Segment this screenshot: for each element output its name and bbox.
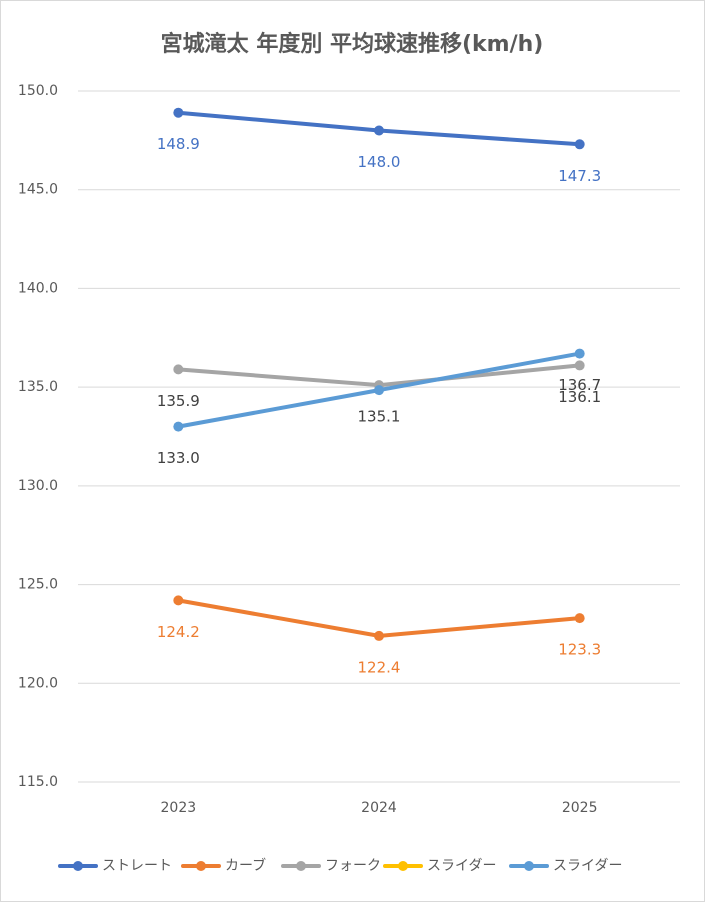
- data-point: [173, 421, 184, 432]
- data-point: [574, 139, 585, 150]
- data-label: 147.3: [558, 167, 601, 185]
- data-label: 148.0: [358, 153, 401, 171]
- data-point: [173, 107, 184, 118]
- y-tick-label: 130.0: [18, 478, 58, 494]
- legend-label: フォーク: [325, 858, 381, 874]
- data-label: 123.3: [558, 641, 601, 659]
- data-point: [374, 630, 384, 641]
- y-tick-label: 145.0: [18, 182, 58, 198]
- data-point: [173, 595, 184, 606]
- y-tick-label: 120.0: [18, 675, 58, 691]
- y-tick-label: 125.0: [18, 577, 58, 593]
- data-label: 148.9: [157, 135, 200, 153]
- y-tick-label: 115.0: [18, 774, 58, 790]
- data-label: 133.0: [157, 449, 200, 467]
- data-label: 136.1: [558, 388, 601, 406]
- y-tick-label: 150.0: [18, 83, 58, 99]
- legend-label: ストレート: [102, 858, 172, 874]
- data-label: 135.9: [157, 392, 200, 410]
- legend-label: スライダー: [553, 858, 622, 874]
- data-label: 124.2: [157, 623, 200, 641]
- data-point: [574, 613, 585, 624]
- data-label: 136.7: [558, 376, 601, 394]
- chart-title: 宮城滝太 年度別 平均球速推移(km/h): [161, 31, 544, 57]
- data-point: [574, 360, 585, 371]
- data-label: 135.1: [358, 408, 401, 426]
- x-tick-label: 2023: [161, 800, 197, 816]
- y-tick-label: 140.0: [18, 280, 58, 296]
- data-point: [374, 385, 384, 396]
- legend-label: スライダー: [427, 858, 496, 874]
- legend-marker: [73, 861, 83, 871]
- data-point: [374, 125, 384, 136]
- x-tick-label: 2024: [361, 800, 397, 816]
- x-tick-label: 2025: [562, 800, 598, 816]
- legend-marker: [196, 861, 206, 871]
- y-tick-label: 135.0: [18, 379, 58, 395]
- legend-label: カーブ: [225, 857, 266, 874]
- data-point: [574, 348, 585, 359]
- legend-marker: [296, 861, 306, 871]
- legend-marker: [398, 861, 408, 871]
- data-point: [173, 364, 184, 375]
- legend-marker: [524, 861, 534, 871]
- data-label: 122.4: [358, 658, 401, 676]
